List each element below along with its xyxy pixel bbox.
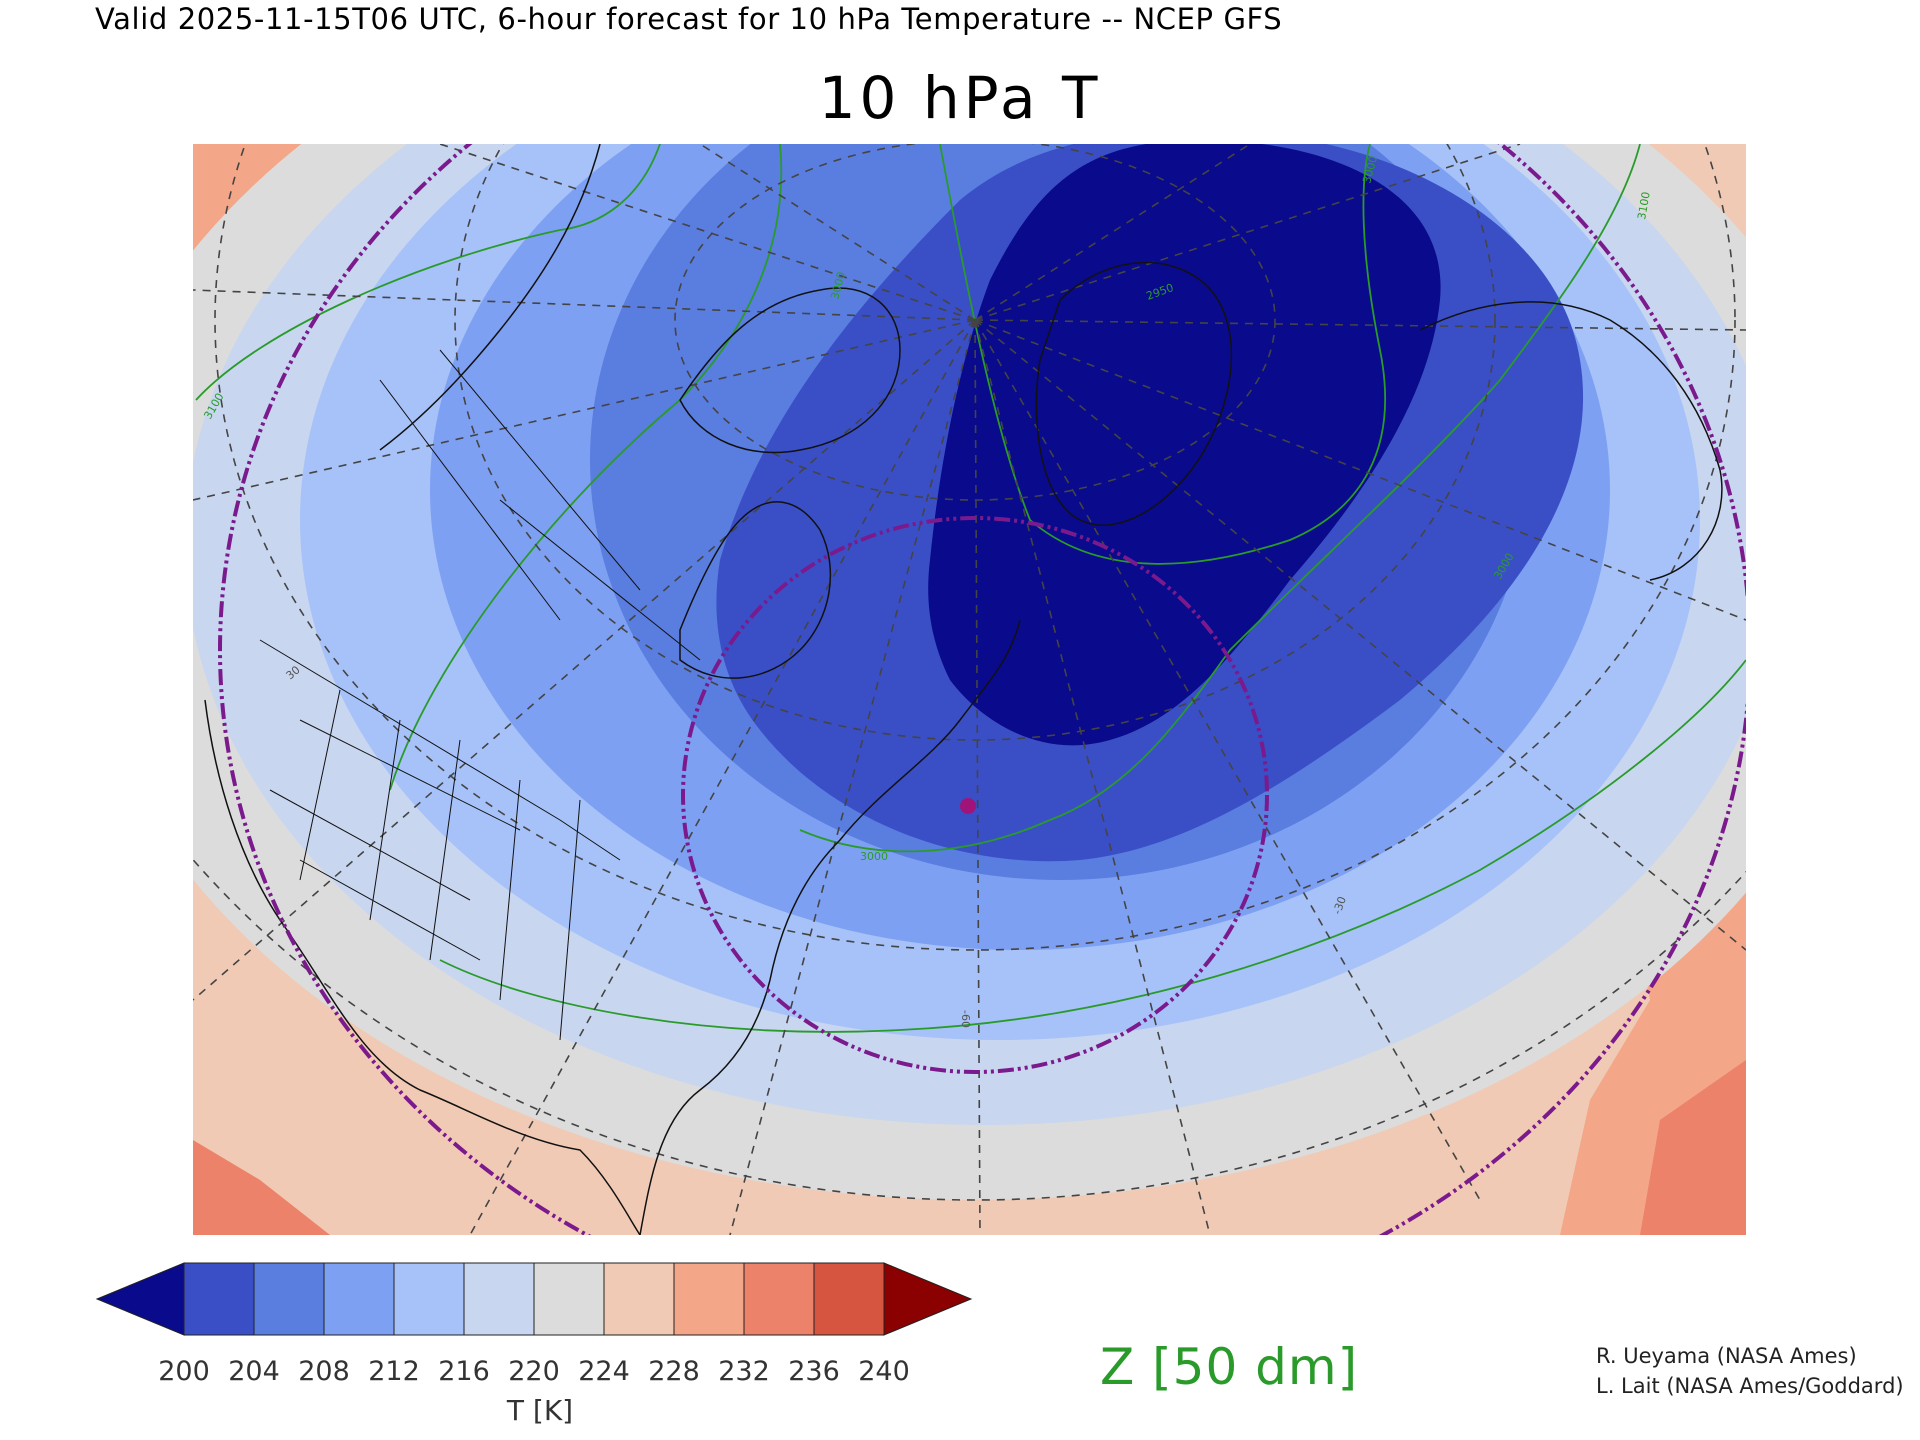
warm-patch-se: [1640, 1060, 1746, 1235]
colorbar-tick-label: 208: [298, 1356, 350, 1387]
credit-line-1: R. Ueyama (NASA Ames): [1596, 1344, 1857, 1368]
colorbar-tick-label: 200: [158, 1356, 210, 1387]
colorbar-tick-label: 236: [788, 1356, 840, 1387]
colorbar-box: [603, 1262, 675, 1336]
colorbar-box: [183, 1262, 255, 1336]
center-marker: [960, 798, 976, 814]
colorbar-under-triangle: [95, 1262, 185, 1336]
contour-label: 3000: [860, 850, 888, 863]
contour-line-2950: [939, 144, 1387, 565]
colorbar-box: [673, 1262, 745, 1336]
colorbar-box: [323, 1262, 395, 1336]
coast-atlantic: [639, 619, 1021, 1235]
temp-band-below-200: [928, 144, 1441, 746]
forecast-valid-line: Valid 2025-11-15T06 UTC, 6-hour forecast…: [95, 2, 1283, 36]
colorbar-tick-label: 224: [578, 1356, 630, 1387]
colorbar-tick-label: 204: [228, 1356, 280, 1387]
page-title: 10 hPa T: [818, 64, 1102, 132]
colorbar-box: [253, 1262, 325, 1336]
colorbar-box: [813, 1262, 885, 1336]
colorbar-tick-label: 216: [438, 1356, 490, 1387]
contour-line-3000-south: [799, 144, 1641, 853]
colorbar-tick-label: 220: [508, 1356, 560, 1387]
gridline-label: -30: [1331, 895, 1349, 916]
coast-hudson-bay: [679, 501, 832, 679]
colorbar-box: [463, 1262, 535, 1336]
coast-pacific: [204, 699, 641, 1235]
credit-line-2: L. Lait (NASA Ames/Goddard): [1596, 1374, 1904, 1398]
graticule: [193, 144, 1746, 1235]
coastlines: [204, 144, 1723, 1235]
coast-alaska: [379, 144, 601, 451]
colorbar-tick-label: 232: [718, 1356, 770, 1387]
warm-patch-sw: [193, 1140, 330, 1235]
map-field: 3000 3000 3100 3000 2950 3000 3100 -60 -…: [193, 144, 1746, 1235]
coast-scandinavia: [1419, 301, 1723, 581]
colorbar-box: [743, 1262, 815, 1336]
contour-label: 3100: [1635, 191, 1653, 221]
coast-greenland: [1035, 261, 1233, 526]
colorbar-over-triangle: [883, 1262, 973, 1336]
contour-legend-label: Z [50 dm]: [1100, 1338, 1359, 1396]
coast-arctic-islands: [679, 287, 901, 454]
gridline-label: -60: [959, 1010, 972, 1028]
colorbar-tick-label: 228: [648, 1356, 700, 1387]
contour-line-3100-south: [439, 659, 1746, 1033]
colorbar-box: [393, 1262, 465, 1336]
political-boundaries: [259, 349, 701, 1041]
contour-line-3100-west: [195, 144, 661, 401]
colorbar-box: [533, 1262, 605, 1336]
vortex-edge-contours: [218, 144, 1746, 1235]
colorbar-tick-label: 212: [368, 1356, 420, 1387]
colorbar-tick-label: 240: [858, 1356, 910, 1387]
colorbar-label: T [K]: [506, 1394, 574, 1427]
